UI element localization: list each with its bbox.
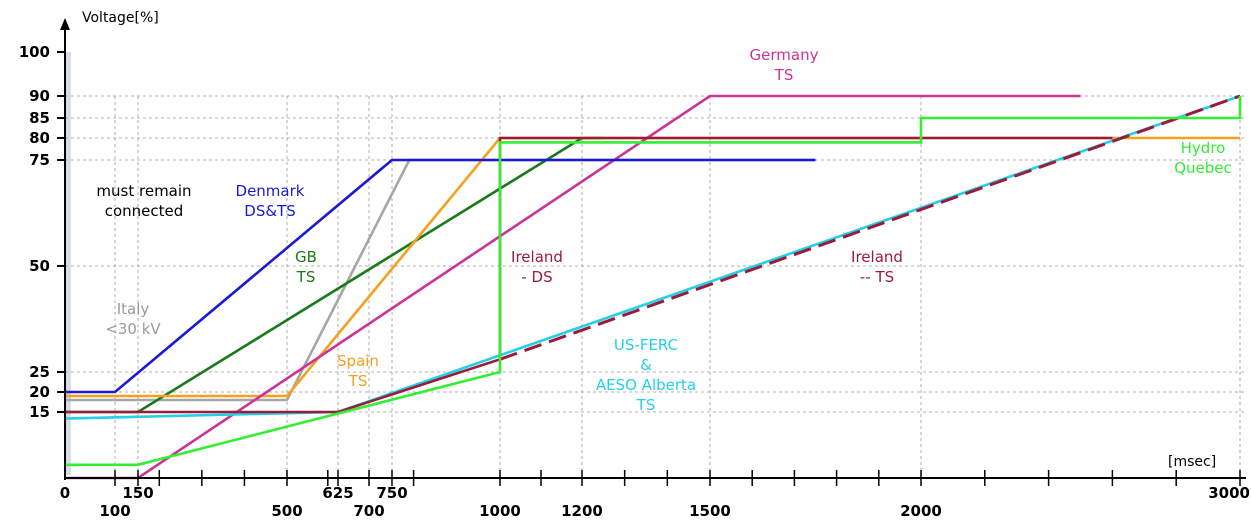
x-tick-label-3000: 3000 <box>1208 484 1250 502</box>
annotation-spain-line-1: Spain <box>337 352 379 370</box>
series-line-ireland-ds <box>65 136 1113 414</box>
annotation-denmark-line-1: Denmark <box>236 182 305 200</box>
x-tick-label-1500: 1500 <box>689 502 731 520</box>
x-tick-label-1000: 1000 <box>479 502 521 520</box>
x-tick-label-700: 700 <box>353 502 384 520</box>
annotation-ireland-ts-line-1: Ireland <box>851 248 903 266</box>
x-axis-label: [msec] <box>1168 454 1216 470</box>
annotation-us-ferc-line-1: US-FERC <box>614 336 678 354</box>
annotation-denmark-line-2: DS&TS <box>244 202 295 220</box>
series-line-spain <box>65 136 1240 398</box>
y-axis-label: Voltage[%] <box>82 10 159 26</box>
annotation-must-remain-line-1: must remain <box>96 182 191 200</box>
y-tick-label-25: 25 <box>29 363 50 381</box>
must-remain-band <box>64 52 71 475</box>
x-tick-label-750: 750 <box>376 484 407 502</box>
x-tick-label-625: 625 <box>322 484 353 502</box>
annotation-gb-line-2: TS <box>296 268 316 286</box>
annotation-spain-line-2: TS <box>348 372 368 390</box>
series-layer <box>64 94 1242 480</box>
y-tick-label-75: 75 <box>29 151 50 169</box>
series-line-germany <box>65 94 1081 480</box>
x-tick-label-150: 150 <box>122 484 153 502</box>
annotation-italy-line-2: <30 kV <box>105 320 161 338</box>
annotation-germany-line-1: Germany <box>750 46 819 64</box>
annotation-gb-line-1: GB <box>295 248 317 266</box>
y-tick-label-15: 15 <box>29 403 50 421</box>
annotations: must remain connected Denmark DS&TS GB TS Ital… <box>96 46 1231 414</box>
annotation-us-ferc-line-4: TS <box>636 396 656 414</box>
y-tick-label-50: 50 <box>29 257 50 275</box>
y-tick-label-90: 90 <box>29 87 50 105</box>
annotation-ireland-ds-line-1: Ireland <box>511 248 563 266</box>
y-tick-label-80: 80 <box>29 129 50 147</box>
x-tick-label-2000: 2000 <box>900 502 942 520</box>
annotation-ireland-ds-line-2: - DS <box>521 268 552 286</box>
series-line-us-ferc <box>64 94 1241 420</box>
annotation-hydro-line-2: Quebec <box>1174 159 1232 177</box>
annotation-us-ferc-line-3: AESO Alberta <box>596 376 696 394</box>
series-line-denmark <box>65 158 816 394</box>
annotation-hydro-line-1: Hydro <box>1181 139 1226 157</box>
x-tick-label-100: 100 <box>99 502 130 520</box>
annotation-us-ferc-line-2: & <box>640 356 652 374</box>
y-tick-label-100: 100 <box>19 43 50 61</box>
y-tick-label-85: 85 <box>29 109 50 127</box>
annotation-italy-line-1: Italy <box>117 300 150 318</box>
x-tick-label-0: 0 <box>60 484 70 502</box>
x-tick-label-500: 500 <box>271 502 302 520</box>
annotation-germany-line-2: TS <box>774 66 794 84</box>
annotation-must-remain-line-2: connected <box>105 202 184 220</box>
x-tick-label-1200: 1200 <box>561 502 603 520</box>
annotation-ireland-ts-line-2: -- TS <box>860 268 894 286</box>
y-axis-arrow-icon <box>60 18 70 30</box>
series-line-ireland-ts-dashed <box>499 94 1241 361</box>
series-line-hydro <box>65 96 1242 467</box>
y-tick-label-20: 20 <box>29 383 50 401</box>
